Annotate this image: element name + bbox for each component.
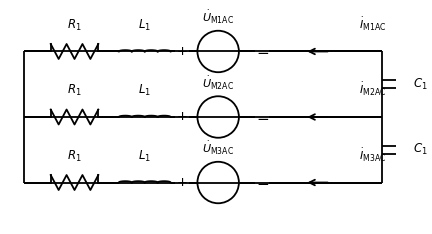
- Text: $L_1$: $L_1$: [138, 18, 151, 33]
- Text: $+$: $+$: [176, 45, 187, 58]
- Text: $\dot{U}_{\mathrm{M3AC}}$: $\dot{U}_{\mathrm{M3AC}}$: [202, 140, 234, 157]
- Text: $\dot{U}_{\mathrm{M2AC}}$: $\dot{U}_{\mathrm{M2AC}}$: [202, 75, 234, 92]
- Text: $-$: $-$: [256, 175, 269, 190]
- Text: $C_1$: $C_1$: [413, 77, 428, 92]
- Text: $C_1$: $C_1$: [413, 142, 428, 157]
- Text: $R_1$: $R_1$: [67, 18, 82, 33]
- Text: $+$: $+$: [176, 110, 187, 124]
- Text: $-$: $-$: [256, 44, 269, 59]
- Text: $R_1$: $R_1$: [67, 149, 82, 164]
- Text: $L_1$: $L_1$: [138, 149, 151, 164]
- Text: $R_1$: $R_1$: [67, 83, 82, 98]
- Text: $\dot{U}_{\mathrm{M1AC}}$: $\dot{U}_{\mathrm{M1AC}}$: [202, 9, 234, 26]
- Text: $+$: $+$: [176, 176, 187, 189]
- Text: $-$: $-$: [256, 110, 269, 124]
- Text: $\dot{I}_{\mathrm{M3AC}}$: $\dot{I}_{\mathrm{M3AC}}$: [359, 147, 386, 164]
- Text: $L_1$: $L_1$: [138, 83, 151, 98]
- Text: $\dot{I}_{\mathrm{M1AC}}$: $\dot{I}_{\mathrm{M1AC}}$: [359, 16, 386, 33]
- Text: $\dot{I}_{\mathrm{M2AC}}$: $\dot{I}_{\mathrm{M2AC}}$: [359, 81, 386, 98]
